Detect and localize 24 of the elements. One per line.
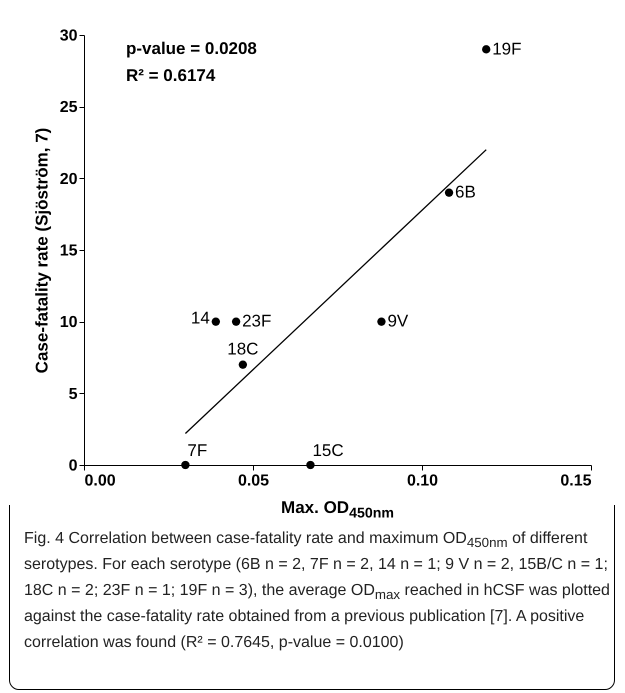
y-axis-title: Case-fatality rate (Sjöström, 7): [32, 128, 52, 374]
x-tick-label: 0.00: [84, 472, 116, 490]
x-tick-label: 0.10: [406, 472, 438, 490]
annotation: 15C: [312, 441, 344, 460]
y-tick-label: 20: [60, 170, 78, 188]
y-tick-label: 5: [68, 386, 78, 403]
y-tick-label: 25: [60, 99, 78, 116]
y-tick-label: 0: [68, 458, 78, 474]
annotation: 18C: [227, 340, 258, 359]
y-tick-label: 10: [60, 314, 78, 332]
y-tick-label: 15: [60, 242, 78, 260]
y-tick-label: 30: [60, 28, 78, 44]
annotation: 7F: [187, 441, 208, 460]
x-tick-label: 0.15: [560, 472, 592, 490]
annotation: 6B: [455, 182, 476, 202]
annotation: 9V: [387, 312, 409, 331]
x-tick-label: 0.05: [238, 472, 270, 490]
annotation: R² = 0.6174: [126, 66, 216, 85]
annotation: 14: [190, 308, 210, 328]
x-axis-title: Max. OD$_{450nm}$: [280, 498, 395, 522]
text: Fig. 4 Correlation between case-fatality rate and maximum OD$_{450nm}$ of different serotypes. For each serotype (6B n = 2, 7F n = 2, 14 n = 1; 9 V n = 2, 15B/C n = 1; 18C n = 2; 23F n = 1; 19F n = 3), the average OD$_{max}$ reached in hCSF was plotted against the case-fatality rate obtained from a previous publication [7]. A positive correlation was found (R² = 0.7645, p-value = 0.0100): [24, 530, 610, 651]
annotation: 23F: [242, 312, 272, 331]
annotation: p-value = 0.0208: [126, 39, 257, 58]
annotation: 19F: [492, 39, 522, 58]
